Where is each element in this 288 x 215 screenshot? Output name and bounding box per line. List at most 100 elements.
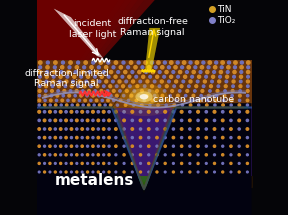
- Circle shape: [131, 128, 134, 130]
- Circle shape: [92, 128, 94, 130]
- Circle shape: [115, 119, 117, 121]
- Circle shape: [133, 90, 136, 92]
- Circle shape: [156, 163, 158, 164]
- Circle shape: [45, 85, 48, 88]
- Circle shape: [124, 71, 127, 74]
- Circle shape: [49, 128, 51, 130]
- Circle shape: [240, 71, 243, 73]
- Circle shape: [83, 66, 86, 69]
- Circle shape: [116, 104, 118, 106]
- Circle shape: [230, 145, 232, 147]
- Circle shape: [163, 61, 166, 64]
- Circle shape: [70, 111, 73, 113]
- Circle shape: [103, 128, 105, 130]
- Circle shape: [111, 80, 114, 83]
- Circle shape: [171, 90, 174, 92]
- Circle shape: [54, 61, 57, 64]
- Circle shape: [205, 171, 207, 173]
- Circle shape: [186, 90, 189, 92]
- Circle shape: [46, 61, 49, 64]
- Circle shape: [181, 162, 183, 164]
- Circle shape: [110, 95, 112, 97]
- Circle shape: [84, 99, 86, 102]
- Circle shape: [131, 71, 134, 73]
- Circle shape: [168, 80, 170, 83]
- Circle shape: [172, 71, 175, 73]
- Circle shape: [232, 80, 235, 83]
- Circle shape: [192, 71, 195, 74]
- Circle shape: [54, 128, 56, 130]
- Circle shape: [211, 80, 213, 83]
- Circle shape: [139, 119, 142, 122]
- Circle shape: [45, 90, 47, 92]
- Circle shape: [51, 90, 53, 92]
- Circle shape: [38, 154, 40, 156]
- Circle shape: [143, 85, 146, 88]
- Circle shape: [57, 90, 59, 92]
- Circle shape: [156, 154, 158, 156]
- Circle shape: [238, 119, 240, 122]
- Circle shape: [49, 171, 51, 173]
- Circle shape: [125, 80, 128, 83]
- Circle shape: [70, 137, 73, 139]
- Polygon shape: [37, 0, 144, 60]
- Circle shape: [247, 75, 249, 78]
- Circle shape: [180, 128, 183, 130]
- Circle shape: [196, 80, 199, 83]
- Circle shape: [187, 66, 190, 69]
- Circle shape: [156, 119, 158, 122]
- Circle shape: [183, 75, 187, 78]
- Circle shape: [69, 61, 72, 64]
- Circle shape: [146, 80, 149, 83]
- Circle shape: [81, 154, 83, 156]
- Circle shape: [141, 104, 143, 106]
- Circle shape: [230, 137, 232, 139]
- Circle shape: [158, 71, 161, 73]
- Circle shape: [80, 94, 82, 97]
- Circle shape: [246, 99, 249, 102]
- Circle shape: [148, 154, 150, 156]
- Circle shape: [107, 61, 110, 64]
- Circle shape: [73, 75, 76, 78]
- Circle shape: [87, 163, 88, 164]
- Circle shape: [214, 104, 216, 106]
- Circle shape: [123, 136, 125, 139]
- Circle shape: [108, 171, 110, 173]
- Circle shape: [223, 99, 225, 101]
- Ellipse shape: [106, 77, 182, 116]
- Circle shape: [139, 128, 142, 130]
- Circle shape: [208, 61, 211, 64]
- Ellipse shape: [129, 88, 159, 105]
- Circle shape: [224, 85, 227, 88]
- Circle shape: [115, 154, 117, 156]
- Circle shape: [108, 163, 110, 164]
- Circle shape: [201, 90, 204, 92]
- Circle shape: [122, 85, 124, 88]
- Circle shape: [238, 111, 240, 113]
- Circle shape: [103, 154, 105, 156]
- Circle shape: [43, 128, 46, 130]
- Circle shape: [108, 119, 110, 122]
- Circle shape: [217, 85, 220, 88]
- Circle shape: [44, 99, 46, 101]
- Circle shape: [74, 95, 76, 97]
- Circle shape: [189, 104, 192, 106]
- Circle shape: [97, 154, 99, 156]
- Circle shape: [60, 162, 62, 164]
- Circle shape: [147, 145, 150, 147]
- Circle shape: [148, 90, 151, 92]
- Circle shape: [246, 162, 249, 164]
- Circle shape: [221, 119, 224, 122]
- Circle shape: [98, 80, 101, 83]
- Circle shape: [213, 154, 215, 156]
- Circle shape: [66, 75, 69, 78]
- Circle shape: [213, 66, 217, 69]
- Circle shape: [148, 119, 150, 121]
- Circle shape: [92, 94, 94, 97]
- Circle shape: [107, 75, 110, 78]
- Circle shape: [157, 104, 159, 106]
- Circle shape: [94, 90, 96, 92]
- Circle shape: [92, 145, 94, 147]
- Circle shape: [87, 145, 89, 147]
- Circle shape: [103, 71, 105, 73]
